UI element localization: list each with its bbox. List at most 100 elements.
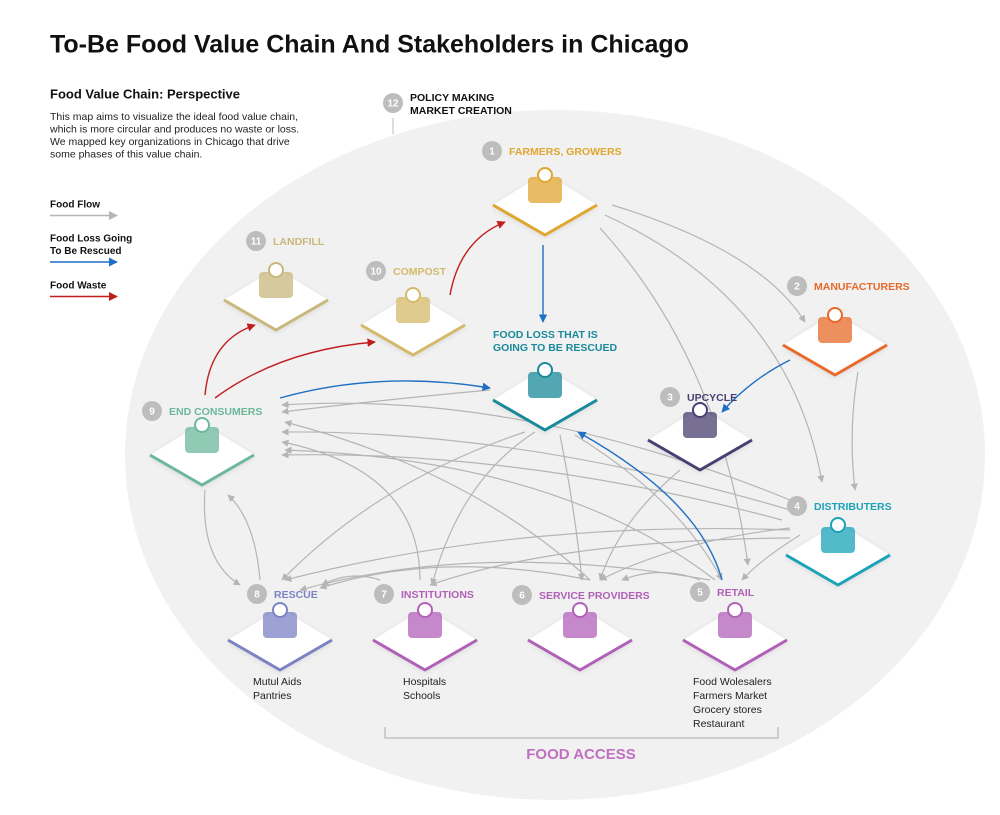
food-flow-arrow [741,534,801,581]
food-loss-icon-detail [537,362,553,378]
food-access-bracket [384,727,779,739]
food-flow-arrow [319,566,591,590]
node-label: DISTRIBUTERS [814,501,892,513]
policy-number: 12 [387,99,399,110]
food-flow-arrow [281,428,791,511]
perspective-text: some phases of this value chain. [50,148,202,160]
food-flow-arrow [574,434,723,581]
node-detail: Restaurant [693,718,744,730]
node-icon [263,612,297,638]
node-label: LANDFILL [273,236,325,248]
node-number: 10 [370,267,382,278]
node-badge [512,585,532,605]
food-flow-arrow [281,439,421,581]
title: To-Be Food Value Chain And Stakeholders … [50,31,689,59]
food-flow-arrow [850,371,859,491]
food-flow-arrow [598,469,681,581]
node-icon-detail [417,602,433,618]
food-flow-arrow [203,489,241,586]
food-loss-label: FOOD LOSS THAT IS [493,329,598,341]
food-flow-arrow [299,561,711,592]
node-card-edge [647,438,753,472]
node-number: 6 [519,591,525,602]
perspective-text: We mapped key organizations in Chicago t… [50,136,290,148]
node-number: 3 [667,393,673,404]
legend-label: Food Loss Going [50,234,132,245]
node-icon [683,412,717,438]
node-card-edge [682,638,788,672]
node-icon-detail [272,602,288,618]
node-icon-detail [268,262,284,278]
node-number: 11 [251,237,262,248]
node-badge [690,582,710,602]
node-label: SERVICE PROVIDERS [539,590,650,602]
food-waste-arrow [449,220,506,296]
node-detail: Mutul Aids [253,676,301,688]
node-detail: Pantries [253,690,292,702]
food-flow-arrow [227,494,261,581]
food-flow-arrow [321,575,381,586]
policy-label: POLICY MAKING [410,92,494,104]
node-number: 7 [381,590,387,601]
node-icon [396,297,430,323]
food-flow-arrow [284,527,791,582]
node-label: RETAIL [717,587,755,599]
perspective-text: which is more circular and produces no w… [49,123,299,135]
perspective-text: This map aims to visualize the ideal foo… [50,111,298,123]
node-icon-detail [572,602,588,618]
node-icon [259,272,293,298]
node-number: 1 [489,147,495,158]
node-badge [142,401,162,421]
node-detail: Grocery stores [693,704,762,716]
node-label: FARMERS, GROWERS [509,146,622,158]
node-icon [563,612,597,638]
food-access-label: FOOD ACCESS [526,746,635,763]
node-icon [185,427,219,453]
node-badge [246,231,266,251]
node-label: RESCUE [274,589,318,601]
legend-label: Food Flow [50,200,100,211]
node-icon [821,527,855,553]
node-detail: Food Wolesalers [693,676,772,688]
node-number: 4 [794,502,800,513]
node-badge [787,276,807,296]
node-label: COMPOST [393,266,447,278]
food-flow-arrow [281,431,526,581]
node-card-edge [785,553,891,587]
node-number: 9 [149,407,155,418]
node-card-edge [372,638,478,672]
food-waste-arrow [214,338,376,399]
policy-label: MARKET CREATION [410,105,512,117]
food-flow-arrow [604,214,825,483]
node-badge [247,584,267,604]
food-loss-card-edge [492,398,598,432]
food-flow-arrow [611,204,806,323]
food-flow-arrow [599,527,791,581]
node-detail: Hospitals [403,676,446,688]
policy-badge [383,93,403,113]
node-card-edge [223,298,329,332]
node-card-edge [527,638,633,672]
node-icon [818,317,852,343]
food-loss-label: GOING TO BE RESCUED [493,342,617,354]
food-flow-arrow [599,227,751,566]
food-flow-arrow [281,389,491,415]
food-loss-arrow [279,380,491,399]
food-loss-icon [528,372,562,398]
legend-label: To Be Rescued [50,246,122,257]
node-icon [408,612,442,638]
node-icon-detail [727,602,743,618]
node-label: UPCYCLE [687,392,737,404]
food-loss-arrow [577,431,723,581]
node-card-edge [360,323,466,357]
food-flow-arrow [430,431,536,586]
node-badge [787,496,807,516]
food-flow-arrow [621,571,701,581]
food-flow-arrow [281,451,783,521]
food-waste-arrow [204,323,256,396]
node-icon-detail [830,517,846,533]
node-number: 8 [254,590,260,601]
node-card-edge [227,638,333,672]
node-label: MANUFACTURERS [814,281,910,293]
